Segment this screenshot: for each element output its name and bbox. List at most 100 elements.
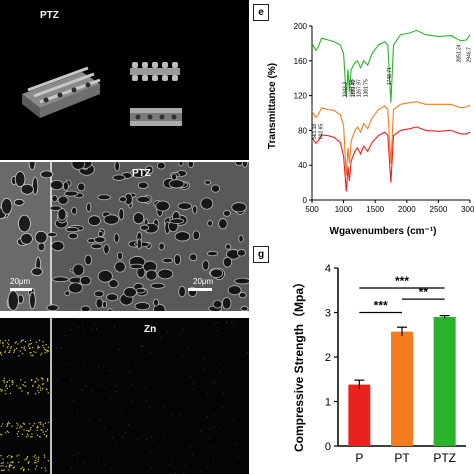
sem-pore (134, 302, 151, 311)
edx-dot (150, 466, 152, 468)
edx-dot (6, 430, 9, 433)
edx-dot (190, 375, 192, 377)
sem-pore (222, 297, 232, 310)
edx-dot (22, 339, 24, 341)
sem-pore (7, 290, 19, 311)
edx-dot (178, 414, 180, 416)
edx-dot (15, 341, 17, 343)
sem-pore (51, 240, 65, 252)
edx-dot (56, 347, 58, 349)
ftir-x-tick-label: 2000 (398, 205, 416, 214)
edx-dot (42, 379, 44, 381)
edx-dot (3, 469, 5, 471)
edx-dot (233, 419, 235, 421)
edx-dot (2, 341, 4, 344)
edx-dot (150, 451, 152, 453)
edx-dot (8, 465, 10, 467)
edx-dot (184, 465, 186, 467)
bar-y-tick-label: 2 (325, 352, 331, 364)
edx-dot (30, 354, 32, 357)
edx-dot (43, 348, 46, 350)
edx-dot (40, 421, 42, 424)
edx-dot (47, 421, 50, 424)
edx-dot (27, 345, 30, 347)
sem-pore (49, 205, 62, 211)
edx-dot (84, 332, 86, 334)
edx-dot (6, 424, 9, 426)
bar-y-tick-label: 4 (325, 263, 331, 275)
edx-dot (20, 468, 22, 470)
edx-dot (13, 349, 16, 352)
ftir-peak-annotation: 1748.71 (387, 67, 393, 85)
edx-dot (76, 453, 78, 455)
edx-dot (9, 392, 12, 395)
edx-dot (6, 347, 8, 349)
sem-texture (0, 162, 249, 311)
edx-dot (70, 329, 72, 331)
ftir-series-line-0 (311, 29, 471, 103)
sem-pore (212, 299, 223, 309)
edx-dot (0, 342, 1, 344)
sem-pore (139, 224, 150, 231)
edx-dot (214, 324, 216, 326)
edx-dot (35, 457, 37, 459)
edx-dot (192, 453, 194, 455)
edx-dot (167, 332, 169, 334)
edx-dot (40, 389, 42, 391)
edx-dot (35, 461, 37, 464)
edx-dot (151, 436, 153, 438)
sem-pore (227, 285, 242, 296)
edx-dot (44, 422, 47, 424)
edx-dot (179, 331, 181, 333)
edx-dot (233, 325, 235, 327)
edx-dot (38, 339, 41, 342)
edx-dot (37, 460, 39, 463)
sem-pore (168, 179, 185, 189)
sem-pore (157, 268, 174, 280)
edx-dot (215, 330, 217, 332)
edx-dot (40, 354, 42, 356)
edx-dot (29, 339, 32, 342)
sem-pore (64, 290, 71, 296)
edx-dot (24, 340, 27, 343)
edx-dot (127, 361, 129, 363)
scaffold-3d-panel: PTZ (0, 0, 249, 160)
edx-dot (98, 366, 100, 368)
edx-dot (46, 378, 49, 380)
ftir-peak-annotation: 2946.7 (467, 47, 473, 63)
edx-dot (221, 406, 223, 408)
sem-pore (93, 290, 105, 298)
sem-pore (137, 181, 149, 189)
edx-dot (8, 455, 10, 457)
edx-dot (145, 401, 147, 403)
edx-dot (99, 419, 101, 421)
edx-dot (20, 339, 23, 342)
edx-dot (2, 458, 4, 460)
edx-dot (34, 393, 37, 395)
ftir-peak-annotation: 1381.75 (364, 79, 370, 97)
edx-dot (92, 329, 94, 331)
edx-dot (30, 342, 33, 345)
edx-dot (19, 350, 21, 352)
edx-dot (213, 414, 215, 416)
edx-dot (24, 381, 26, 384)
sem-pore (187, 162, 194, 168)
edx-dot (115, 442, 117, 444)
edx-dot (19, 427, 21, 429)
edx-dot (4, 351, 6, 354)
edx-dot (42, 423, 44, 425)
bar-PT (391, 331, 413, 446)
scale-bar-right (188, 288, 212, 291)
edx-dot (202, 367, 204, 369)
bar-y-tick-label: 0 (325, 441, 331, 453)
edx-dot (10, 456, 13, 459)
edx-dot (34, 380, 37, 383)
sem-pore (52, 276, 69, 283)
bar-category-label: PT (394, 451, 410, 465)
scale-bar-left (10, 288, 32, 291)
edx-dot (72, 400, 74, 402)
edx-dot (88, 419, 90, 421)
edx-dot (160, 336, 162, 338)
edx-dot (90, 390, 92, 392)
edx-dot (30, 427, 32, 429)
